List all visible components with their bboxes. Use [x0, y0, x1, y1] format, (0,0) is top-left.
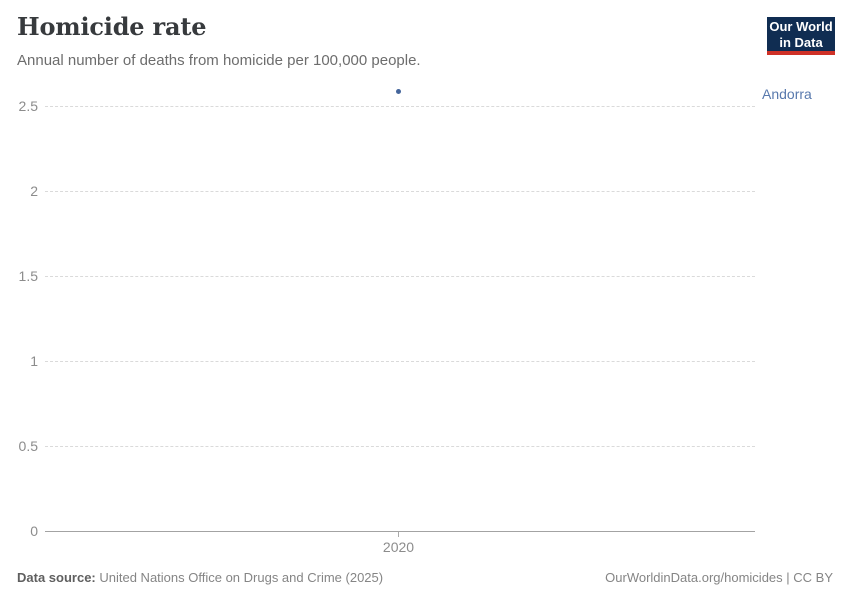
- entity-label-andorra[interactable]: Andorra: [762, 86, 812, 102]
- x-axis-tick-label: 2020: [382, 539, 415, 555]
- gridline: [45, 276, 755, 277]
- y-axis-tick-label: 0.5: [18, 438, 38, 454]
- owid-logo-line2: in Data: [779, 35, 823, 50]
- footer-source-text: United Nations Office on Drugs and Crime…: [95, 570, 384, 585]
- page-title: Homicide rate: [17, 12, 207, 41]
- gridline: [45, 191, 755, 192]
- gridline: [45, 446, 755, 447]
- owid-logo[interactable]: Our World in Data: [767, 17, 835, 55]
- gridline: [45, 361, 755, 362]
- chart-subtitle: Annual number of deaths from homicide pe…: [17, 52, 421, 69]
- y-axis-tick-label: 1: [30, 353, 38, 369]
- footer-source-label: Data source:: [17, 570, 96, 585]
- y-axis-tick-label: 1.5: [18, 268, 38, 284]
- y-axis-tick-label: 2.5: [18, 98, 38, 114]
- gridline: [45, 106, 755, 107]
- x-axis-tick: [398, 532, 399, 537]
- x-axis-line: [45, 531, 755, 532]
- y-axis-tick-label: 2: [30, 183, 38, 199]
- owid-logo-line1: Our World: [769, 19, 833, 34]
- footer-license-link[interactable]: OurWorldinData.org/homicides | CC BY: [605, 570, 833, 585]
- data-point-andorra[interactable]: [396, 89, 401, 94]
- footer-source: Data source: United Nations Office on Dr…: [17, 570, 383, 585]
- y-axis-tick-label: 0: [30, 523, 38, 539]
